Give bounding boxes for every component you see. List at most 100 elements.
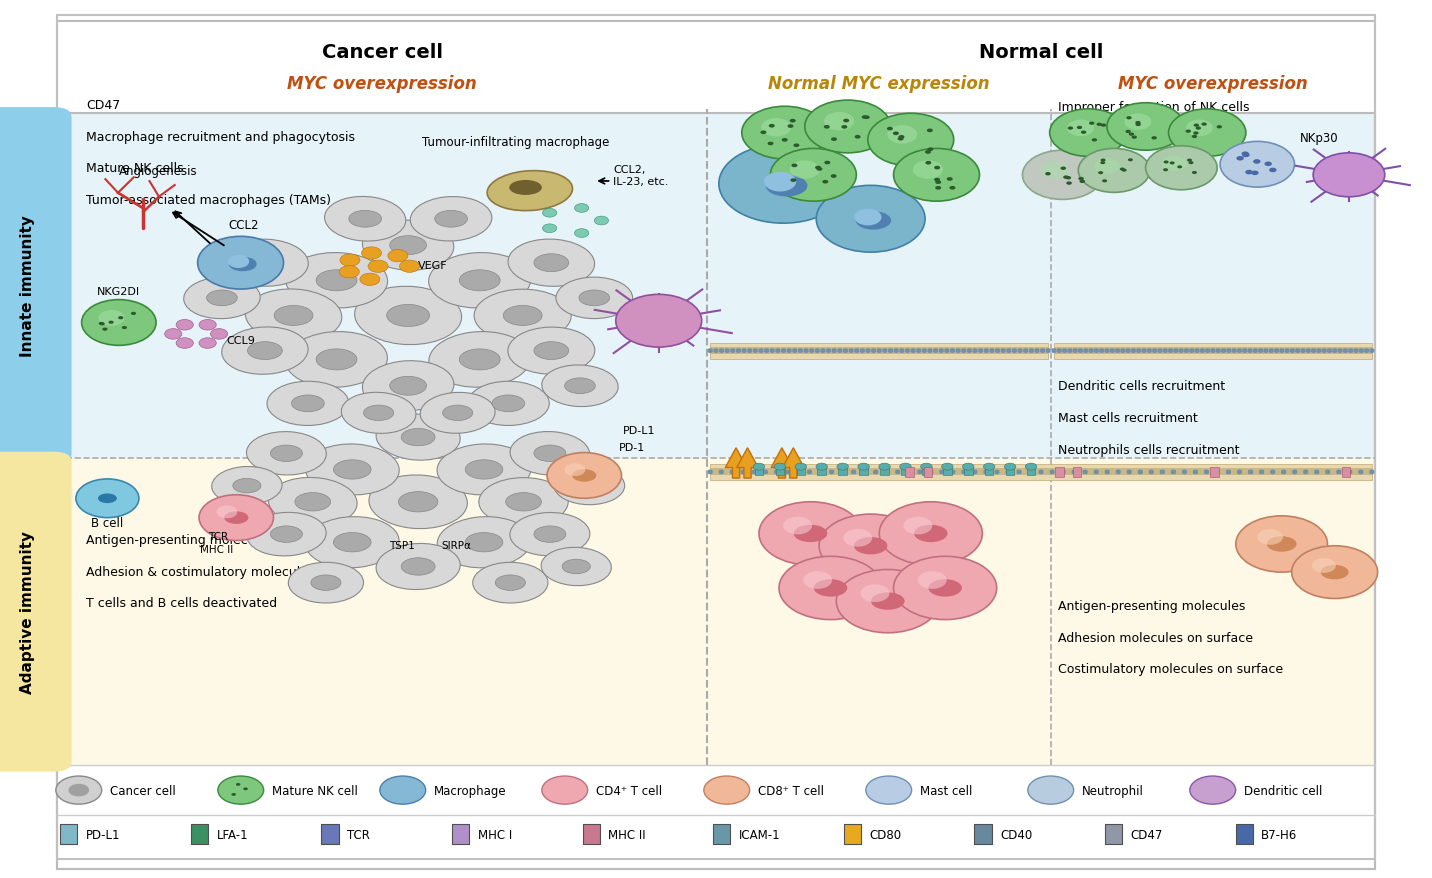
Circle shape: [1369, 471, 1375, 475]
Ellipse shape: [534, 342, 569, 360]
Ellipse shape: [465, 533, 503, 552]
Ellipse shape: [316, 270, 357, 291]
Circle shape: [888, 126, 916, 144]
Ellipse shape: [437, 517, 531, 568]
Circle shape: [1050, 470, 1054, 473]
Circle shape: [934, 349, 938, 352]
Bar: [713, 824, 730, 844]
Circle shape: [759, 502, 862, 565]
Circle shape: [1226, 470, 1232, 473]
Circle shape: [543, 225, 557, 234]
Circle shape: [361, 248, 381, 260]
Circle shape: [1027, 470, 1032, 473]
Circle shape: [1137, 471, 1143, 475]
Circle shape: [1094, 350, 1098, 354]
Circle shape: [1312, 558, 1336, 573]
Circle shape: [1253, 160, 1260, 164]
Circle shape: [765, 350, 769, 354]
Circle shape: [1337, 350, 1343, 354]
Circle shape: [939, 470, 945, 473]
Ellipse shape: [387, 305, 430, 327]
Circle shape: [1094, 159, 1120, 175]
Ellipse shape: [564, 378, 596, 394]
Ellipse shape: [97, 493, 117, 504]
Circle shape: [785, 471, 790, 475]
Circle shape: [379, 776, 425, 804]
Circle shape: [803, 572, 832, 589]
Ellipse shape: [534, 445, 566, 462]
Circle shape: [1226, 350, 1232, 354]
Circle shape: [1126, 131, 1131, 134]
Circle shape: [1120, 349, 1126, 352]
Text: MHC II: MHC II: [609, 828, 646, 840]
Circle shape: [760, 132, 766, 135]
Circle shape: [1196, 127, 1201, 131]
Circle shape: [1358, 471, 1363, 475]
Circle shape: [823, 126, 829, 129]
Circle shape: [211, 329, 228, 340]
Circle shape: [1160, 471, 1166, 475]
Bar: [1073, 467, 1081, 478]
Circle shape: [849, 350, 853, 354]
Bar: [60, 824, 77, 844]
Circle shape: [853, 350, 859, 354]
Text: Mast cells recruitment: Mast cells recruitment: [1058, 412, 1199, 424]
Circle shape: [1327, 349, 1332, 352]
Circle shape: [1057, 350, 1063, 354]
Circle shape: [809, 350, 815, 354]
Text: MYC overexpression: MYC overexpression: [288, 75, 477, 92]
Circle shape: [934, 350, 938, 354]
Circle shape: [1226, 349, 1232, 352]
Bar: [707, 458, 1375, 766]
Circle shape: [1179, 349, 1184, 352]
Circle shape: [972, 349, 978, 352]
Circle shape: [1007, 349, 1011, 352]
Circle shape: [1237, 471, 1242, 475]
Circle shape: [1094, 471, 1098, 475]
Circle shape: [82, 300, 156, 346]
Circle shape: [1214, 470, 1220, 473]
Circle shape: [886, 127, 894, 132]
Text: Antigen-presenting molecules: Antigen-presenting molecules: [86, 534, 274, 546]
Text: SIRPα: SIRPα: [441, 541, 471, 551]
Circle shape: [894, 149, 979, 202]
Ellipse shape: [563, 559, 590, 574]
Bar: [190, 824, 208, 844]
Circle shape: [832, 350, 836, 354]
Ellipse shape: [467, 382, 550, 426]
Bar: [922, 467, 931, 476]
Circle shape: [951, 471, 955, 475]
Ellipse shape: [914, 525, 948, 543]
Circle shape: [888, 349, 894, 352]
Circle shape: [1116, 350, 1120, 354]
Circle shape: [961, 470, 967, 473]
Circle shape: [1312, 350, 1316, 354]
Circle shape: [1063, 176, 1068, 180]
Circle shape: [1041, 162, 1068, 179]
Circle shape: [866, 776, 912, 804]
Circle shape: [1067, 349, 1073, 352]
Ellipse shape: [398, 492, 438, 513]
Circle shape: [922, 350, 927, 354]
Circle shape: [1067, 182, 1073, 185]
Circle shape: [916, 350, 921, 354]
Circle shape: [753, 350, 758, 354]
Circle shape: [1045, 173, 1051, 176]
Ellipse shape: [495, 575, 526, 591]
Ellipse shape: [411, 198, 491, 241]
Circle shape: [1279, 350, 1285, 354]
Circle shape: [843, 349, 848, 352]
Ellipse shape: [325, 198, 405, 241]
Circle shape: [1071, 470, 1077, 473]
Text: CD4⁺ T cell: CD4⁺ T cell: [596, 784, 663, 796]
Circle shape: [1050, 471, 1054, 475]
Circle shape: [978, 349, 984, 352]
Text: Mature NK cell: Mature NK cell: [272, 784, 358, 796]
Circle shape: [990, 349, 994, 352]
Circle shape: [1136, 350, 1141, 354]
Circle shape: [942, 464, 954, 471]
Circle shape: [793, 144, 799, 148]
Circle shape: [99, 311, 125, 327]
Circle shape: [1081, 132, 1087, 134]
Circle shape: [1022, 151, 1103, 200]
